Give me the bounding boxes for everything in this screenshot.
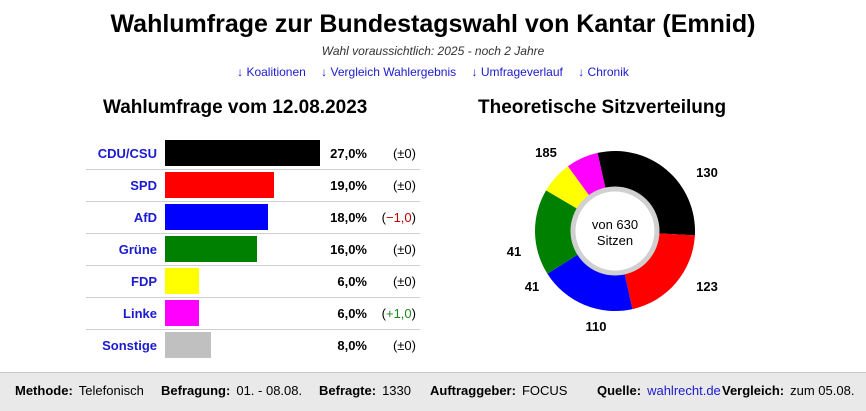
source-link[interactable]: wahlrecht.de [647, 383, 721, 398]
poll-change: (−1,0) [381, 210, 416, 225]
poll-percent: 6,0% [337, 274, 367, 289]
seat-label: 185 [535, 145, 557, 160]
poll-table: CDU/CSU 27,0% (±0) SPD 19,0% (±0) AfD 18,0% (−1,… [86, 138, 420, 361]
poll-change: (+1,0) [381, 306, 416, 321]
nav-link-vergleich[interactable]: ↓ Vergleich Wahlergebnis [321, 65, 457, 79]
party-link[interactable]: Linke [123, 306, 157, 321]
seat-chart: 185 130 123 110 41 41 von 630 Sitzen [490, 135, 730, 335]
poll-change: (±0) [392, 242, 416, 257]
nav-link-umfrageverlauf[interactable]: ↓ Umfrageverlauf [471, 65, 563, 79]
party-link[interactable]: CDU/CSU [97, 146, 157, 161]
seats-heading: Theoretische Sitzverteilung [478, 97, 727, 118]
seat-label: 41 [507, 244, 521, 259]
poll-percent: 8,0% [337, 338, 367, 353]
poll-change: (±0) [392, 274, 416, 289]
poll-row: SPD 19,0% (±0) [86, 170, 420, 202]
footer-quelle: Quelle: wahlrecht.de [597, 383, 721, 398]
seat-segment [567, 152, 606, 198]
nav-link-chronik[interactable]: ↓ Chronik [578, 65, 629, 79]
poll-bar [165, 236, 257, 262]
poll-change-value: +1,0 [385, 306, 412, 321]
poll-row: Grüne 16,0% (±0) [86, 234, 420, 266]
party-link[interactable]: FDP [131, 274, 157, 289]
footer-vergleich: Vergleich: zum 05.08. [722, 383, 855, 398]
footer-methode: Methode: Telefonisch [15, 383, 144, 398]
poll-percent: 27,0% [330, 146, 367, 161]
party-link[interactable]: Grüne [118, 242, 157, 257]
poll-bar [165, 300, 200, 326]
poll-change: (±0) [392, 178, 416, 193]
poll-change-value: ±0 [397, 178, 412, 193]
nav-link-koalitionen[interactable]: ↓ Koalitionen [237, 65, 306, 79]
seat-label: 110 [586, 319, 607, 334]
nav-links: ↓ Koalitionen ↓ Vergleich Wahlergebnis ↓… [0, 65, 866, 79]
seat-segment [597, 151, 695, 236]
party-link[interactable]: AfD [133, 210, 157, 225]
poll-bar [165, 204, 269, 230]
poll-change-value: −1,0 [385, 210, 412, 225]
page-subtitle: Wahl voraussichtlich: 2025 - noch 2 Jahr… [321, 44, 545, 58]
seat-segment [535, 190, 580, 274]
footer-befragte: Befragte: 1330 [319, 383, 411, 398]
donut-center-line2: Sitzen [597, 233, 633, 248]
poll-change-value: ±0 [397, 338, 412, 353]
seat-label: 123 [696, 279, 718, 294]
seat-label: 130 [696, 165, 718, 180]
donut-center [570, 186, 660, 276]
party-link[interactable]: SPD [130, 178, 157, 193]
poll-heading: Wahlumfrage vom 12.08.2023 [103, 97, 368, 118]
poll-row: FDP 6,0% (±0) [86, 266, 420, 298]
seat-segment [547, 253, 633, 311]
page-title: Wahlumfrage zur Bundestagswahl von Kanta… [110, 10, 756, 38]
footer-befragung: Befragung: 01. - 08.08. [161, 383, 303, 398]
poll-row: Linke 6,0% (+1,0) [86, 298, 420, 330]
poll-change-value: ±0 [397, 146, 412, 161]
poll-percent: 16,0% [330, 242, 367, 257]
poll-row: CDU/CSU 27,0% (±0) [86, 138, 420, 170]
poll-bar [165, 268, 200, 294]
poll-percent: 18,0% [330, 210, 367, 225]
donut-center-line1: von 630 [592, 217, 638, 232]
seat-segment [624, 233, 695, 310]
poll-change: (±0) [392, 338, 416, 353]
seat-label: 41 [525, 279, 539, 294]
poll-percent: 19,0% [330, 178, 367, 193]
poll-row: Sonstige 8,0% (±0) [86, 330, 420, 361]
poll-row: AfD 18,0% (−1,0) [86, 202, 420, 234]
footer-bar: Methode: Telefonisch Befragung: 01. - 08.0… [0, 372, 866, 411]
poll-change-value: ±0 [397, 242, 412, 257]
poll-bar [165, 172, 275, 198]
poll-bar [165, 332, 211, 358]
seat-segment [546, 166, 591, 210]
party-link[interactable]: Sonstige [102, 338, 157, 353]
footer-auftraggeber: Auftraggeber: FOCUS [430, 383, 568, 398]
poll-change: (±0) [392, 146, 416, 161]
poll-bar [165, 140, 320, 166]
poll-percent: 6,0% [337, 306, 367, 321]
poll-change-value: ±0 [397, 274, 412, 289]
